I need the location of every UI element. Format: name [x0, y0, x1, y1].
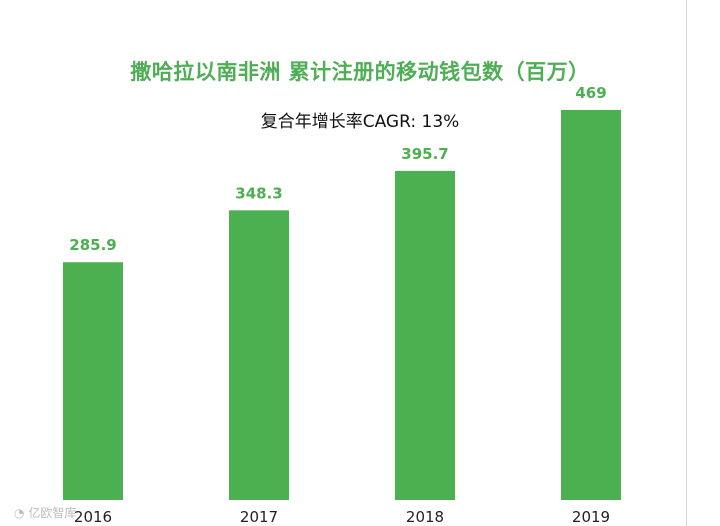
x-tick-label-2016: 2016 [74, 508, 112, 526]
watermark-icon: ◔ [14, 506, 25, 520]
right-border-line [686, 0, 687, 526]
watermark: ◔ 亿欧智库 [14, 504, 76, 521]
data-label-2017: 348.3 [235, 184, 282, 202]
bar-2017 [229, 210, 289, 500]
data-label-2019: 469 [575, 84, 606, 102]
data-label-2018: 395.7 [401, 145, 448, 163]
watermark-text: 亿欧智库 [28, 506, 77, 520]
x-tick-label-2018: 2018 [406, 508, 444, 526]
bar-2019 [561, 109, 621, 500]
data-label-2016: 285.9 [69, 236, 116, 254]
bar-2018 [395, 170, 455, 501]
chart-title: 撒哈拉以南非洲 累计注册的移动钱包数（百万） [130, 60, 590, 84]
x-tick-label-2017: 2017 [240, 508, 278, 526]
bar-2016 [63, 262, 123, 500]
x-tick-label-2019: 2019 [572, 508, 610, 526]
chart-subtitle: 复合年增长率CAGR: 13% [260, 112, 460, 132]
